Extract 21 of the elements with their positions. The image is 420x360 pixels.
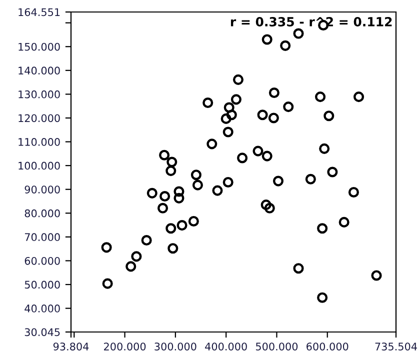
y-tick-label: 40.000 [24,304,60,312]
y-tick-label: 50.000 [24,280,60,289]
x-tick-label: 600.000 [306,342,348,350]
y-tick-label: 110.000 [18,138,60,146]
y-tick-label: 30.045 [24,328,60,336]
y-tick-label: 120.000 [18,114,60,122]
x-tick-label: 200.000 [104,342,146,350]
y-tick-label: 150.000 [18,42,60,51]
y-tick-label: 60.000 [24,256,60,265]
y-tick-label: 140.000 [18,66,60,75]
y-tick-label: 100.000 [18,162,60,170]
y-tick-label: 90.000 [24,186,60,194]
y-tick-label: 164.551 [18,8,60,16]
x-tick-label: 735.504 [375,342,417,350]
y-tick-label: 80.000 [24,209,60,218]
x-tick-label: 93.804 [53,342,89,350]
y-tick-label: 70.000 [24,233,60,242]
x-tick-label: 300.000 [154,342,196,350]
x-tick-label: 400.000 [205,342,247,350]
y-tick-label: 130.000 [18,90,60,98]
x-tick-label: 500.000 [256,342,298,350]
